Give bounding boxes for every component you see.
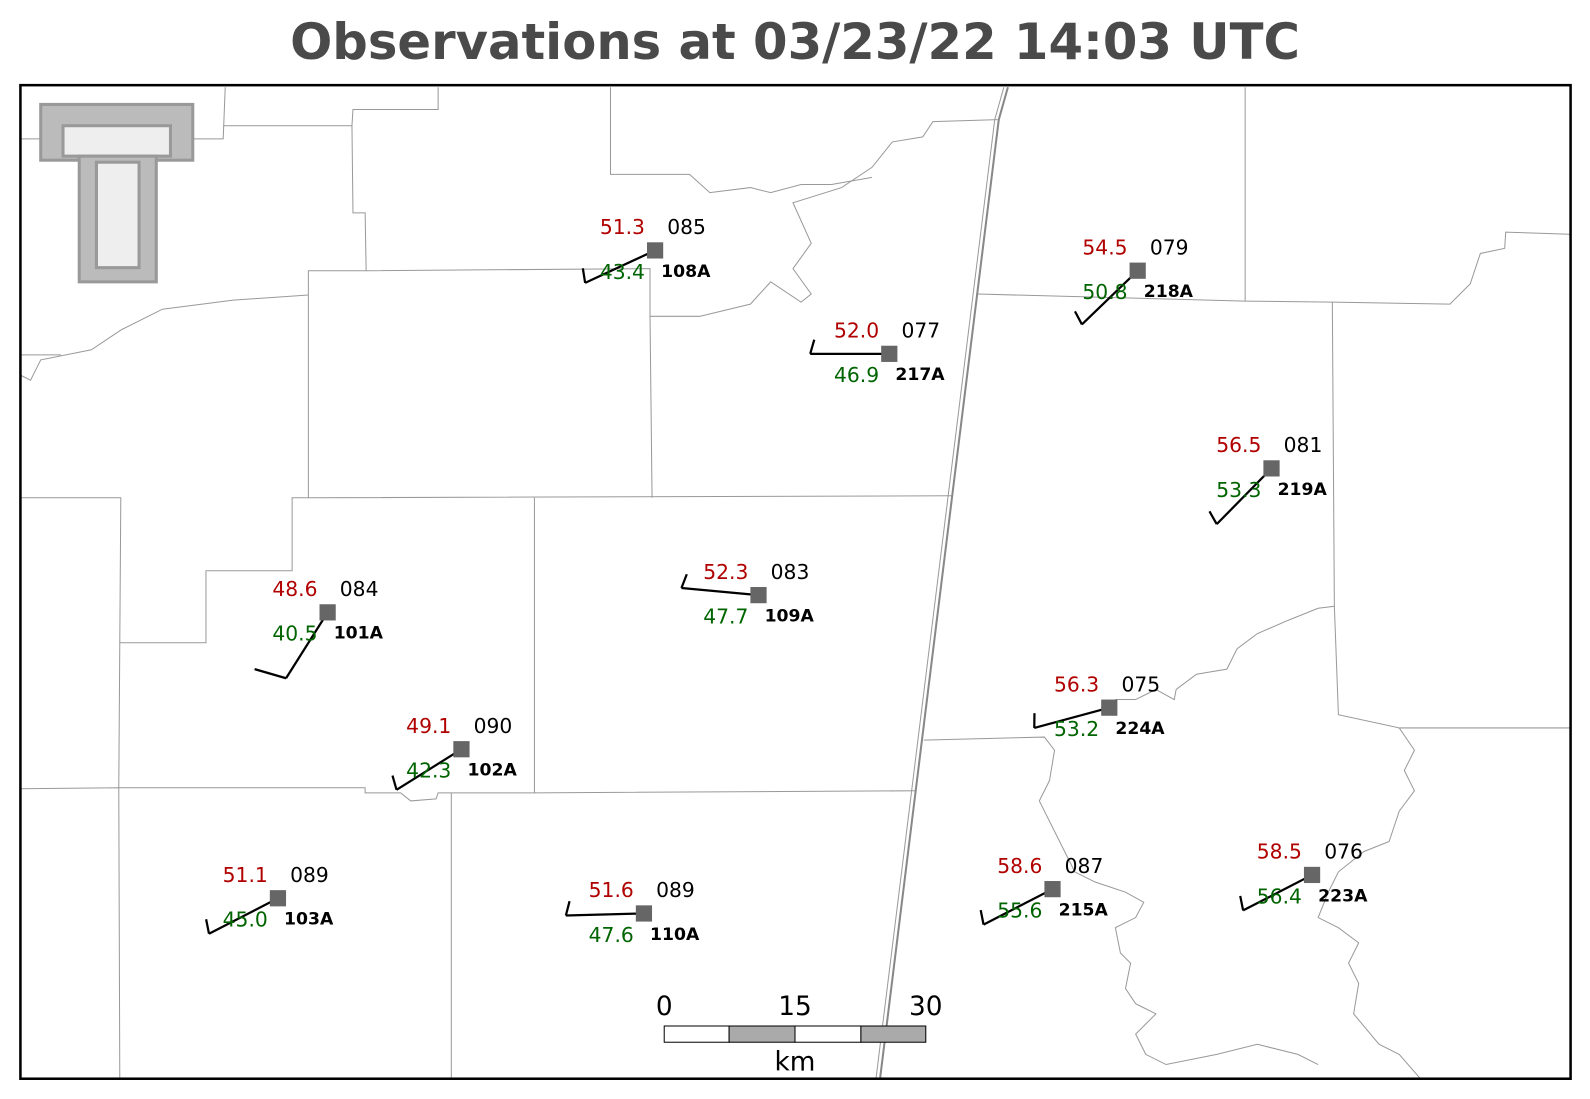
pressure: 079	[1150, 235, 1189, 259]
station-id: 109A	[765, 606, 815, 626]
state-line	[879, 86, 1009, 1078]
temperature: 51.3	[600, 215, 645, 239]
pressure: 089	[290, 863, 329, 887]
wind-barb-feather	[205, 919, 211, 934]
station-marker	[1101, 699, 1118, 716]
wind-barb-feather	[254, 668, 287, 680]
wind-barb-feather	[1208, 510, 1218, 525]
station-marker	[646, 242, 664, 259]
wind-barb	[285, 611, 329, 679]
dewpoint: 46.9	[834, 363, 879, 387]
wind-barb	[1242, 873, 1313, 912]
temperature: 49.1	[406, 714, 451, 738]
wind-barb	[983, 888, 1054, 926]
temperature: 56.5	[1216, 433, 1261, 457]
dewpoint: 47.6	[589, 923, 634, 947]
scale-unit: km	[775, 1048, 816, 1078]
wind-barb-feather	[680, 573, 688, 589]
wind-barb-feather	[809, 339, 816, 355]
station-marker	[453, 741, 470, 758]
pressure: 081	[1284, 433, 1323, 457]
wind-barb-feather	[564, 900, 571, 916]
station-marker	[750, 587, 767, 604]
wind-barb	[1215, 467, 1273, 525]
station-marker	[1263, 460, 1280, 477]
wind-barb-feather	[581, 268, 587, 284]
temperature: 52.0	[834, 319, 879, 343]
dewpoint: 45.0	[223, 908, 268, 932]
station-marker	[1303, 866, 1321, 884]
temperature: 52.3	[703, 560, 748, 584]
temperature: 51.6	[589, 878, 634, 902]
station-marker	[319, 604, 336, 621]
temperature: 58.5	[1257, 840, 1302, 864]
dewpoint: 50.8	[1082, 280, 1127, 304]
station-id: 223A	[1318, 886, 1368, 906]
wind-barb	[681, 586, 759, 597]
station-id: 110A	[650, 925, 700, 945]
wind-barb-feather	[1239, 895, 1245, 911]
dewpoint: 53.2	[1054, 717, 1099, 741]
dewpoint: 43.4	[600, 260, 645, 284]
pressure: 085	[667, 215, 706, 239]
scale-label: 30	[909, 992, 943, 1022]
wind-barb-feather	[391, 775, 398, 791]
temperature: 58.6	[997, 854, 1042, 878]
wind-barb	[1033, 706, 1110, 730]
station-id: 102A	[468, 761, 518, 781]
wind-barb	[395, 748, 463, 791]
station-id: 219A	[1278, 480, 1328, 500]
logo	[39, 102, 195, 284]
title: Observations at 03/23/22 14:03 UTC	[290, 13, 1300, 71]
station-marker	[635, 905, 653, 922]
county-lines	[20, 87, 1570, 1079]
pressure: 087	[1065, 854, 1104, 878]
pressure: 076	[1324, 840, 1363, 864]
station-id: 103A	[284, 910, 334, 930]
pressure: 075	[1121, 672, 1160, 696]
station-id: 224A	[1115, 719, 1165, 739]
wind-barb-feather	[1074, 310, 1083, 325]
wind-barb	[584, 249, 656, 284]
dewpoint: 53.3	[1216, 478, 1261, 502]
station-marker	[1044, 881, 1061, 898]
pressure: 090	[474, 714, 513, 738]
station-id: 215A	[1059, 900, 1109, 920]
pressure: 083	[771, 560, 810, 584]
dewpoint: 47.7	[703, 605, 748, 629]
dewpoint: 55.6	[997, 899, 1042, 923]
wind-barb	[208, 897, 279, 935]
temperature: 56.3	[1054, 672, 1099, 696]
station-marker	[1129, 262, 1146, 279]
temperature: 51.1	[223, 863, 268, 887]
temperature: 54.5	[1082, 235, 1127, 259]
stations: 51.3 085 43.4 108A 52.0 077 46.9 217A 54.5 079 50.…	[205, 215, 1368, 947]
station-marker	[269, 890, 287, 907]
pressure: 077	[901, 319, 940, 343]
wind-barb	[565, 912, 644, 917]
pressure: 084	[340, 577, 379, 601]
station-id: 108A	[661, 262, 711, 282]
temperature: 48.6	[272, 577, 317, 601]
map-frame	[19, 83, 1572, 1080]
wind-barb	[1081, 269, 1139, 326]
wind-barb-feather	[979, 909, 985, 925]
scale-label: 0	[656, 992, 673, 1022]
station-marker	[881, 345, 898, 362]
dewpoint: 56.4	[1257, 884, 1302, 908]
station-id: 101A	[334, 624, 384, 644]
scale-label: 15	[778, 992, 812, 1022]
pressure: 089	[656, 878, 695, 902]
station-id: 217A	[895, 365, 945, 385]
dewpoint: 40.5	[272, 622, 317, 646]
station-id: 218A	[1144, 282, 1194, 302]
state-line-inner	[875, 87, 1005, 1078]
scale-bar: 0 15 30 km	[656, 992, 943, 1078]
dewpoint: 42.3	[406, 759, 451, 783]
